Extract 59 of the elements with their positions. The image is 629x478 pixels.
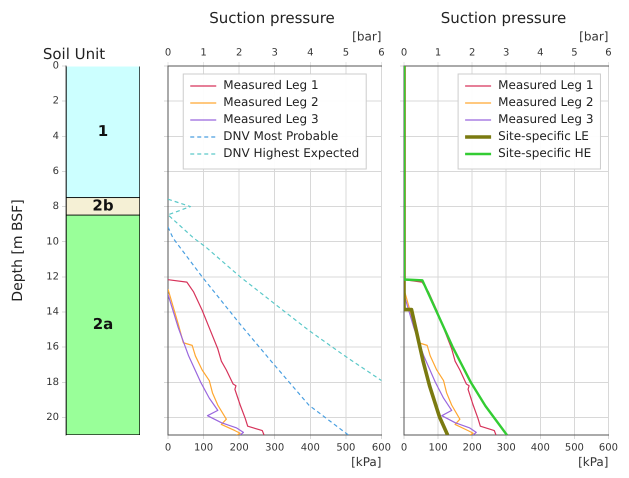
x2-tick-label: 2 <box>236 48 242 59</box>
legend-label: Measured Leg 1 <box>498 78 594 92</box>
x-tick-label: 100 <box>194 442 214 454</box>
series-label: 1 <box>98 122 108 140</box>
legend-label: Measured Leg 2 <box>498 95 594 110</box>
chart-title: Suction pressure <box>440 8 566 27</box>
x-tick-label: 0 <box>400 442 408 454</box>
legend-label: Measured Leg 3 <box>223 112 319 126</box>
legend-label: DNV Most Probable <box>223 129 338 144</box>
x2-axis-title: [bar] <box>352 29 382 44</box>
x2-tick-label: 1 <box>434 48 442 59</box>
x-tick-label: 200 <box>462 442 482 454</box>
legend-label: Site-specific LE <box>498 129 589 144</box>
x2-tick-label: 4 <box>537 48 544 59</box>
y-tick-label: 14 <box>46 306 59 318</box>
x-tick-label: 300 <box>265 442 284 454</box>
y-tick-label: 4 <box>52 130 59 142</box>
x-tick-label: 600 <box>598 442 618 454</box>
x2-tick-label: 0 <box>164 48 172 59</box>
x-tick-label: 100 <box>428 442 448 454</box>
x-tick-label: 200 <box>230 442 249 454</box>
legend-label: Measured Leg 3 <box>498 112 594 126</box>
x-tick-label: 500 <box>564 442 584 454</box>
x-tick-label: 300 <box>496 442 516 454</box>
x-axis-title: [kPa] <box>351 454 382 469</box>
legend-label: Site-specific HE <box>498 146 592 160</box>
legend-label: Measured Leg 2 <box>223 95 319 110</box>
y-tick-label: 10 <box>46 236 59 248</box>
y-tick-label: 6 <box>52 166 59 178</box>
legend-label: DNV Highest Expected <box>223 146 360 160</box>
x-tick-label: 0 <box>164 442 172 454</box>
x2-tick-label: 6 <box>378 48 385 59</box>
x2-tick-label: 3 <box>272 48 278 59</box>
x-axis-title: [kPa] <box>578 454 608 469</box>
y-tick-label: 12 <box>46 271 59 282</box>
x2-tick-label: 5 <box>342 48 350 59</box>
x-tick-label: 400 <box>300 442 320 454</box>
x2-tick-label: 0 <box>400 48 408 59</box>
x2-axis-title: [bar] <box>579 29 608 44</box>
x2-tick-label: 2 <box>468 48 476 59</box>
y-tick-label: 2 <box>52 96 59 107</box>
x-tick-label: 600 <box>372 442 392 454</box>
x2-tick-label: 6 <box>605 48 612 59</box>
x2-tick-label: 5 <box>571 48 578 59</box>
legend-label: Measured Leg 1 <box>223 78 319 92</box>
y-tick-label: 16 <box>46 342 59 353</box>
y-tick-label: 20 <box>46 412 59 424</box>
y-axis-title: Depth [m BSF] <box>10 199 26 302</box>
x-tick-label: 400 <box>530 442 550 454</box>
series-label: 2a <box>92 315 114 334</box>
x2-tick-label: 3 <box>503 48 510 59</box>
x2-tick-label: 4 <box>307 48 314 59</box>
series-label: 2b <box>92 196 114 214</box>
x2-tick-label: 1 <box>200 48 207 59</box>
y-tick-label: 8 <box>52 201 59 212</box>
y-tick-label: 0 <box>52 60 59 72</box>
x-tick-label: 500 <box>336 442 356 454</box>
y-tick-label: 18 <box>46 376 59 388</box>
chart-title: Suction pressure <box>209 8 335 27</box>
